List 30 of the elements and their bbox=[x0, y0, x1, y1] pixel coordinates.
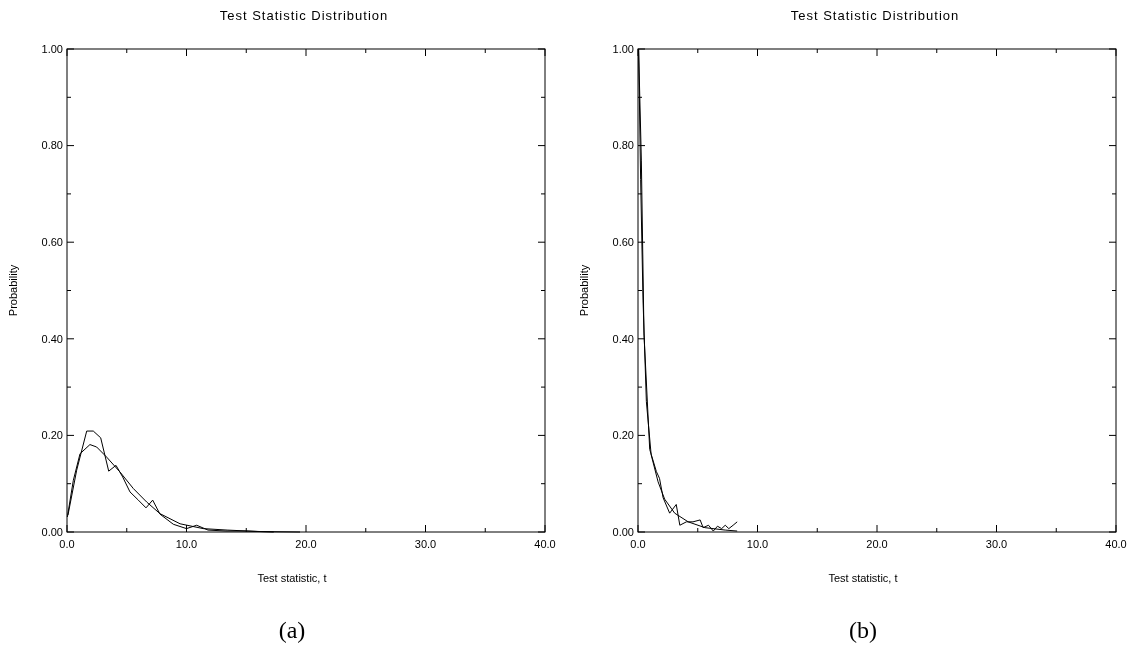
text: (a) bbox=[278, 617, 306, 643]
y-tick-label: 0.40 bbox=[41, 332, 63, 345]
x-axis-title: Test statistic, t bbox=[257, 572, 327, 584]
x-tick-label: 40.0 bbox=[534, 538, 556, 550]
x-tick-label: 20.0 bbox=[866, 538, 888, 550]
x-tick-label: 30.0 bbox=[985, 538, 1008, 550]
y-tick-label: 0.80 bbox=[41, 139, 63, 152]
x-tick-label: 10.0 bbox=[175, 538, 198, 550]
x-tick-label: 40.0 bbox=[1105, 538, 1127, 550]
x-tick-label: 0.0 bbox=[630, 538, 646, 550]
x-tick-label: 10.0 bbox=[746, 538, 769, 550]
text: (b) bbox=[849, 617, 877, 643]
y-tick-label: 0.60 bbox=[612, 236, 634, 249]
y-axis-title: Probability bbox=[7, 264, 19, 317]
x-axis-title: Test statistic, t bbox=[828, 572, 898, 584]
chart-title: Test Statistic Distribution bbox=[219, 8, 389, 23]
y-tick-label: 0.00 bbox=[41, 525, 63, 538]
x-tick-label: 20.0 bbox=[295, 538, 317, 550]
y-tick-label: 0.40 bbox=[612, 332, 634, 345]
y-tick-label: 0.80 bbox=[612, 139, 634, 152]
y-tick-label: 0.00 bbox=[612, 525, 634, 538]
y-tick-label: 1.00 bbox=[612, 42, 634, 55]
y-tick-label: 1.00 bbox=[41, 42, 63, 55]
x-tick-label: 0.0 bbox=[59, 538, 75, 550]
x-tick-label: 30.0 bbox=[414, 538, 437, 550]
y-axis-title: Probability bbox=[578, 264, 590, 317]
y-tick-label: 0.20 bbox=[41, 429, 63, 442]
chart-title: Test Statistic Distribution bbox=[790, 8, 960, 23]
y-tick-label: 0.20 bbox=[612, 429, 634, 442]
y-tick-label: 0.60 bbox=[41, 236, 63, 249]
